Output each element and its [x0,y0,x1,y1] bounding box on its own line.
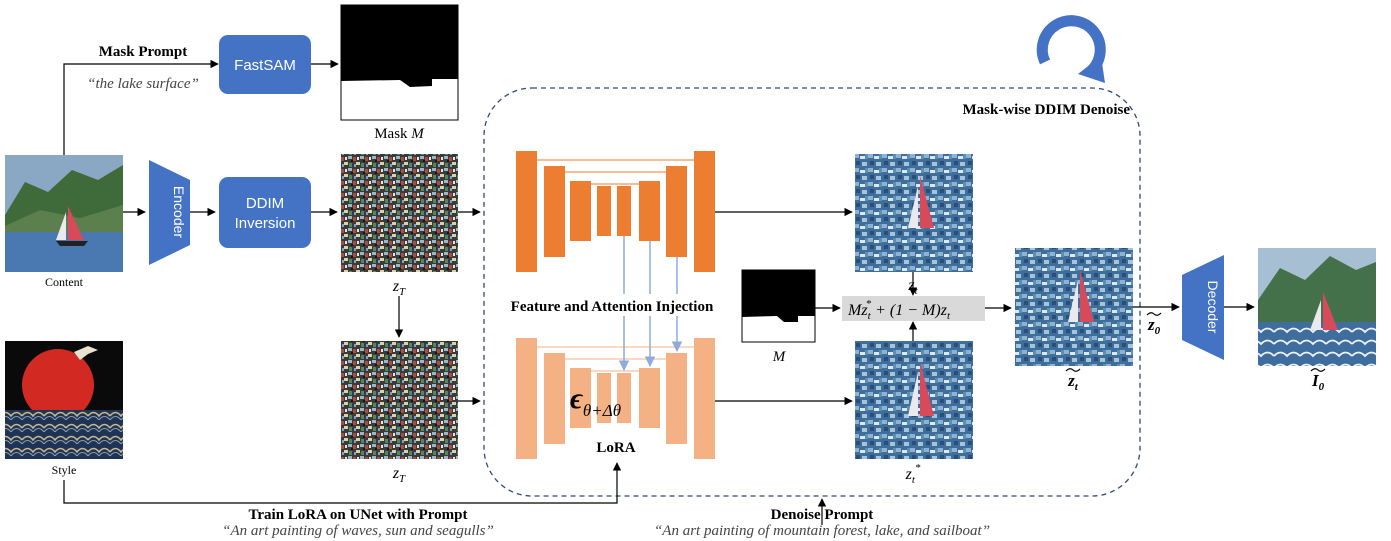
unet-upper [516,151,715,272]
epsilon-label: ϵθ+Δθ [570,382,621,420]
feature-injection-label: Feature and Attention Injection [511,299,714,315]
zt-tilde-label: zt [1067,371,1079,393]
zt-star-label: zt* [905,462,921,486]
mask-small-label: M [772,349,787,365]
mask-prompt-title: Mask Prompt [99,44,187,60]
unet-lora-lower [516,338,715,459]
style-image [5,341,123,459]
encoder-label: Encoder [171,186,187,238]
encoder-block [149,160,190,265]
zt-tilde-image [1015,248,1133,366]
z0-tilde-mark [1146,312,1162,316]
style-label: Style [52,463,77,477]
ddim-inversion-box [219,177,311,248]
blend-formula: Mzt* + (1 − M)zt [847,298,951,322]
noise-latent-upper [341,154,458,272]
train-lora-title: Train LoRA on UNet with Prompt [248,507,467,523]
i0-tilde-mark [1310,368,1326,372]
ddim-inversion-line1: DDIM [246,195,284,212]
zT-lower-label: zT [392,465,406,485]
fastsam-box [219,35,311,94]
noise-latent-lower [341,341,458,459]
mask-wise-ddim-label: Mask-wise DDIM Denoise [963,102,1131,118]
content-to-fastsam-arrow [63,59,219,155]
train-lora-text: “An art painting of waves, sun and seagu… [222,523,494,539]
mask-small-image [741,269,816,343]
decoder-block [1182,255,1224,360]
blend-formula-box [842,296,985,321]
content-label: Content [45,275,84,289]
fastsam-label: FastSAM [234,57,296,74]
lora-label: LoRA [596,440,635,456]
mask-wise-ddim-region [483,87,1141,497]
mask-image [340,4,459,121]
style-to-lora-arrow [63,462,622,504]
zt-tilde-mark [1065,368,1081,372]
iteration-loop-icon [1036,15,1106,83]
zT-upper-label: zT [392,278,406,298]
denoise-prompt-title: Denoise Prompt [771,507,874,523]
injection-label-bg [488,294,738,316]
zt-image [855,154,973,272]
mask-prompt-text: “the lake surface” [87,76,199,92]
i0-tilde-label: I0 [1311,371,1325,393]
ddim-inversion-line2: Inversion [235,215,296,232]
z0-tilde-label: z0 [1147,315,1161,337]
denoise-prompt-text: “An art painting of mountain forest, lak… [654,523,990,539]
decoder-label: Decoder [1205,281,1221,334]
zt-star-image [855,341,973,459]
mask-caption: Mask M [374,126,425,142]
output-image [1258,248,1376,366]
content-image [5,155,123,272]
